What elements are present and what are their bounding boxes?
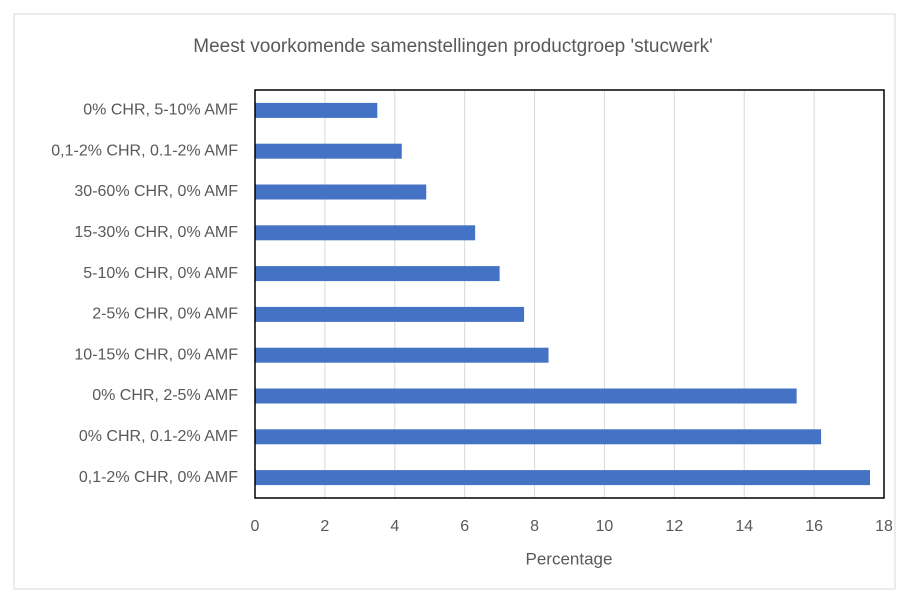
y-tick-label: 0,1-2% CHR, 0% AMF [79, 469, 238, 486]
plot-border [254, 89, 885, 499]
bar [255, 143, 402, 159]
y-tick-label: 0% CHR, 5-10% AMF [83, 102, 238, 119]
x-tick-label: 6 [460, 518, 469, 535]
x-tick-label: 12 [665, 518, 683, 535]
bar [255, 102, 378, 118]
y-tick-label: 0,1-2% CHR, 0.1-2% AMF [51, 142, 238, 159]
bar [255, 266, 500, 282]
x-tick-label: 16 [805, 518, 823, 535]
y-tick-label: 10-15% CHR, 0% AMF [74, 346, 238, 363]
x-tick-label: 2 [320, 518, 329, 535]
bar [255, 388, 797, 404]
x-tick-label: 18 [875, 518, 893, 535]
y-tick-label: 2-5% CHR, 0% AMF [92, 306, 238, 323]
bars [255, 102, 871, 486]
chart-border [13, 13, 896, 590]
bar [255, 184, 427, 200]
y-tick-label: 0% CHR, 0.1-2% AMF [79, 428, 238, 445]
y-tick-label: 0% CHR, 2-5% AMF [92, 387, 238, 404]
x-tick-label: 10 [596, 518, 614, 535]
bar [255, 306, 525, 322]
bar [255, 225, 476, 241]
y-tick-label: 30-60% CHR, 0% AMF [74, 183, 238, 200]
bar [255, 470, 871, 486]
y-tick-label: 5-10% CHR, 0% AMF [83, 265, 238, 282]
y-tick-label: 15-30% CHR, 0% AMF [74, 224, 238, 241]
chart-title: Meest voorkomende samenstellingen produc… [193, 36, 712, 57]
x-tick-label: 8 [530, 518, 539, 535]
x-tick-label: 0 [251, 518, 260, 535]
bar [255, 429, 822, 445]
x-tick-label: 4 [390, 518, 399, 535]
x-tick-label: 14 [735, 518, 753, 535]
bar [255, 347, 549, 363]
x-axis-label: Percentage [526, 549, 613, 568]
